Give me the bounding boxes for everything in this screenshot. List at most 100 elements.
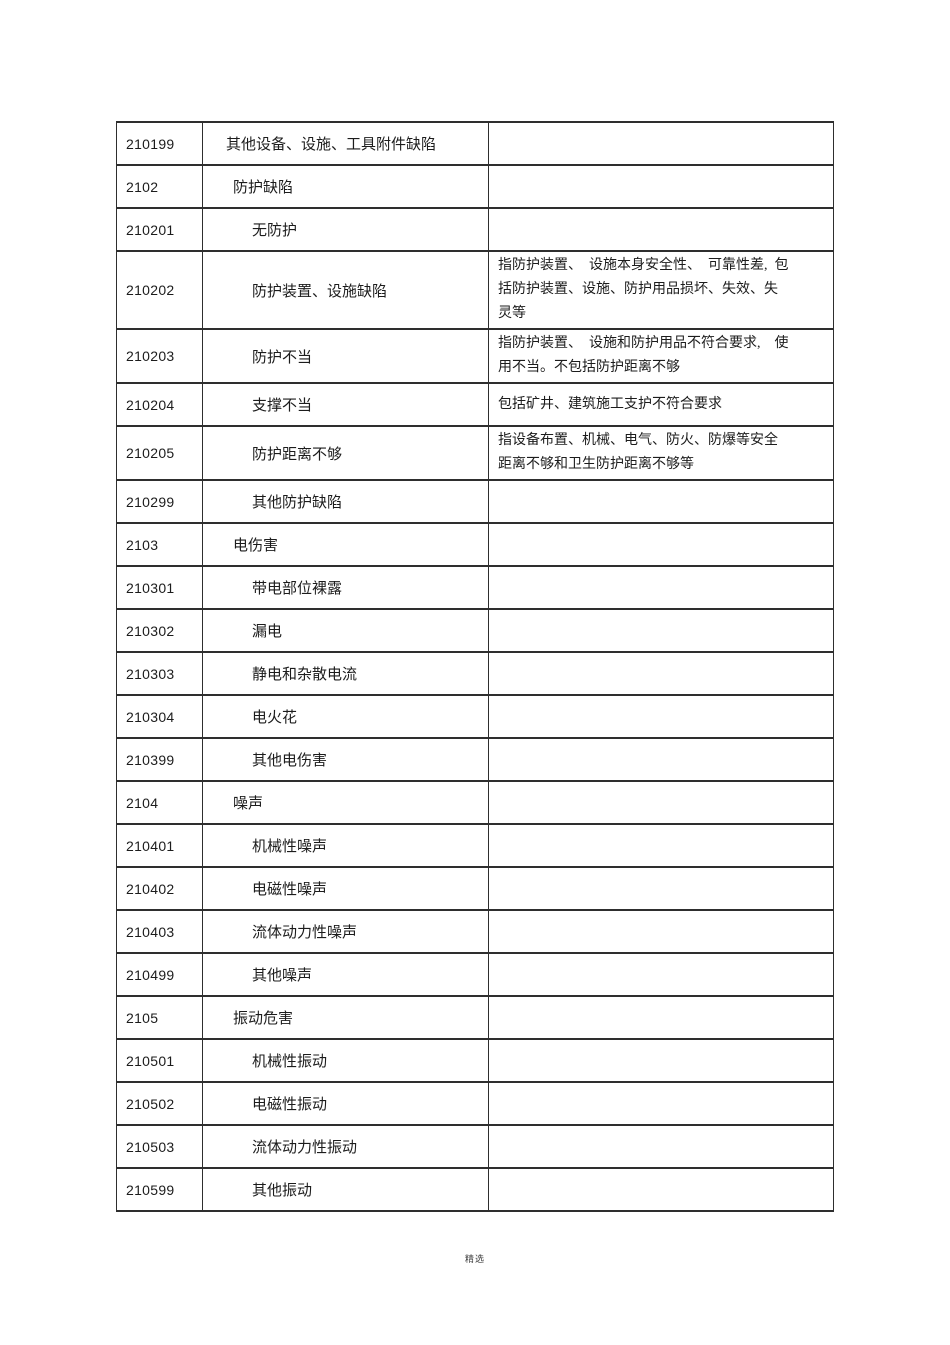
desc-cell: 指设备布置、机械、电气、防火、防爆等安全 距离不够和卫生防护距离不够等 [488,425,834,481]
code-cell: 210201 [116,207,203,252]
hazard-classification-table: 210199 其他设备、设施、工具附件缺陷 2102 防护缺陷 210201 无… [116,121,834,1212]
desc-cell: 指防护装置、 设施本身安全性、 可靠性差, 包 括防护装置、设施、防护用品损坏、… [488,250,834,330]
table-row: 210502 电磁性振动 [116,1081,834,1126]
code-cell: 210503 [116,1124,203,1169]
desc-cell: 指防护装置、 设施和防护用品不符合要求, 使 用不当。不包括防护距离不够 [488,328,834,384]
code-cell: 210204 [116,382,203,427]
desc-cell [488,651,834,696]
code-cell: 210301 [116,565,203,610]
table-row: 210401 机械性噪声 [116,823,834,868]
table-row: 210399 其他电伤害 [116,737,834,782]
name-cell: 振动危害 [202,995,489,1040]
desc-cell [488,522,834,567]
code-cell: 210502 [116,1081,203,1126]
table-row: 210301 带电部位裸露 [116,565,834,610]
desc-cell [488,121,834,166]
table-row: 210503 流体动力性振动 [116,1124,834,1169]
name-cell: 支撑不当 [202,382,489,427]
name-cell: 无防护 [202,207,489,252]
name-cell: 其他振动 [202,1167,489,1212]
desc-cell [488,866,834,911]
table-row: 210204 支撑不当 包括矿井、建筑施工支护不符合要求 [116,382,834,427]
name-cell: 防护不当 [202,328,489,384]
table-row: 210499 其他噪声 [116,952,834,997]
desc-cell [488,952,834,997]
name-cell: 静电和杂散电流 [202,651,489,696]
desc-cell [488,1124,834,1169]
table-row: 210205 防护距离不够 指设备布置、机械、电气、防火、防爆等安全 距离不够和… [116,425,834,481]
desc-cell [488,995,834,1040]
desc-cell [488,565,834,610]
desc-cell [488,207,834,252]
name-cell: 其他电伤害 [202,737,489,782]
name-cell: 流体动力性噪声 [202,909,489,954]
name-cell: 防护距离不够 [202,425,489,481]
table-row: 210203 防护不当 指防护装置、 设施和防护用品不符合要求, 使 用不当。不… [116,328,834,384]
code-cell: 210403 [116,909,203,954]
desc-cell [488,164,834,209]
code-cell: 210303 [116,651,203,696]
table-body: 210199 其他设备、设施、工具附件缺陷 2102 防护缺陷 210201 无… [116,121,834,1212]
code-cell: 210304 [116,694,203,739]
name-cell: 防护装置、设施缺陷 [202,250,489,330]
table-row: 210403 流体动力性噪声 [116,909,834,954]
name-cell: 带电部位裸露 [202,565,489,610]
name-cell: 机械性噪声 [202,823,489,868]
desc-cell [488,694,834,739]
code-cell: 210205 [116,425,203,481]
name-cell: 电火花 [202,694,489,739]
table-row: 210201 无防护 [116,207,834,252]
name-cell: 电磁性振动 [202,1081,489,1126]
table-row: 210199 其他设备、设施、工具附件缺陷 [116,121,834,166]
code-cell: 210203 [116,328,203,384]
code-cell: 2103 [116,522,203,567]
code-cell: 210499 [116,952,203,997]
code-cell: 210299 [116,479,203,524]
code-cell: 2104 [116,780,203,825]
name-cell: 噪声 [202,780,489,825]
table-row: 2103 电伤害 [116,522,834,567]
desc-cell [488,479,834,524]
name-cell: 其他噪声 [202,952,489,997]
desc-cell [488,780,834,825]
name-cell: 漏电 [202,608,489,653]
code-cell: 210202 [116,250,203,330]
name-cell: 其他防护缺陷 [202,479,489,524]
desc-cell [488,608,834,653]
desc-cell [488,1038,834,1083]
code-cell: 210501 [116,1038,203,1083]
table-row: 210299 其他防护缺陷 [116,479,834,524]
desc-cell [488,737,834,782]
table-row: 2105 振动危害 [116,995,834,1040]
desc-cell [488,1167,834,1212]
code-cell: 210401 [116,823,203,868]
name-cell: 流体动力性振动 [202,1124,489,1169]
table-row: 2102 防护缺陷 [116,164,834,209]
table-row: 210303 静电和杂散电流 [116,651,834,696]
desc-cell [488,1081,834,1126]
code-cell: 210399 [116,737,203,782]
desc-cell: 包括矿井、建筑施工支护不符合要求 [488,382,834,427]
code-cell: 210599 [116,1167,203,1212]
code-cell: 2102 [116,164,203,209]
name-cell: 机械性振动 [202,1038,489,1083]
code-cell: 210402 [116,866,203,911]
desc-cell [488,823,834,868]
name-cell: 其他设备、设施、工具附件缺陷 [202,121,489,166]
table-row: 210202 防护装置、设施缺陷 指防护装置、 设施本身安全性、 可靠性差, 包… [116,250,834,330]
table-row: 210501 机械性振动 [116,1038,834,1083]
code-cell: 210302 [116,608,203,653]
page-footer-watermark: 精选 [464,1254,486,1264]
table-row: 210599 其他振动 [116,1167,834,1212]
code-cell: 2105 [116,995,203,1040]
name-cell: 电磁性噪声 [202,866,489,911]
code-cell: 210199 [116,121,203,166]
table-row: 210304 电火花 [116,694,834,739]
name-cell: 电伤害 [202,522,489,567]
desc-cell [488,909,834,954]
name-cell: 防护缺陷 [202,164,489,209]
table-row: 210302 漏电 [116,608,834,653]
table-row: 210402 电磁性噪声 [116,866,834,911]
table-row: 2104 噪声 [116,780,834,825]
